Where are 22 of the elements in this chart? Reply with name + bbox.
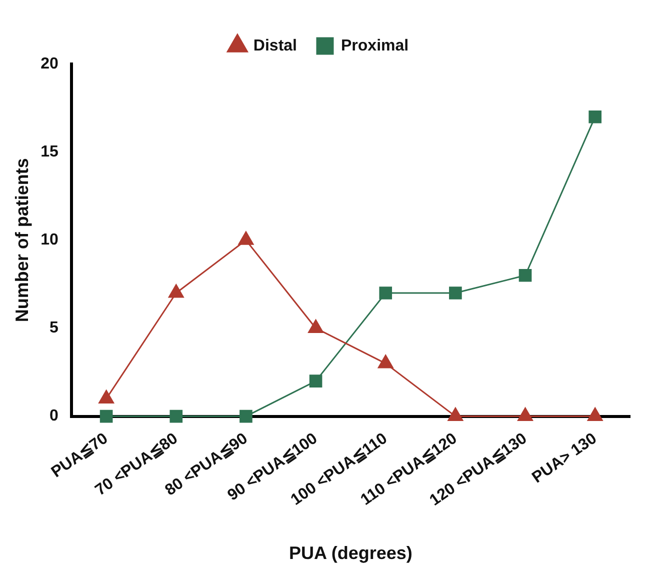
point [588,110,602,124]
point [449,286,462,300]
y-tick-label: 0 [49,408,58,425]
y-tick-label: 5 [49,320,58,337]
point [308,319,324,333]
point [378,354,394,368]
y-tick-label: 10 [40,232,58,249]
point [518,408,533,422]
point [238,231,254,245]
point [379,286,392,300]
x-axis-title: PUA (degrees) [289,543,412,564]
point [98,390,114,404]
y-axis-title: Number of patients [12,158,32,322]
point [448,408,464,422]
point [518,268,532,282]
legend-label: Proximal [340,37,409,54]
point [309,374,322,388]
legend-label: Distal [253,37,297,54]
point [587,408,603,422]
y-tick-label: 20 [40,55,58,72]
y-tick-label: 15 [40,143,58,160]
point [168,284,184,298]
